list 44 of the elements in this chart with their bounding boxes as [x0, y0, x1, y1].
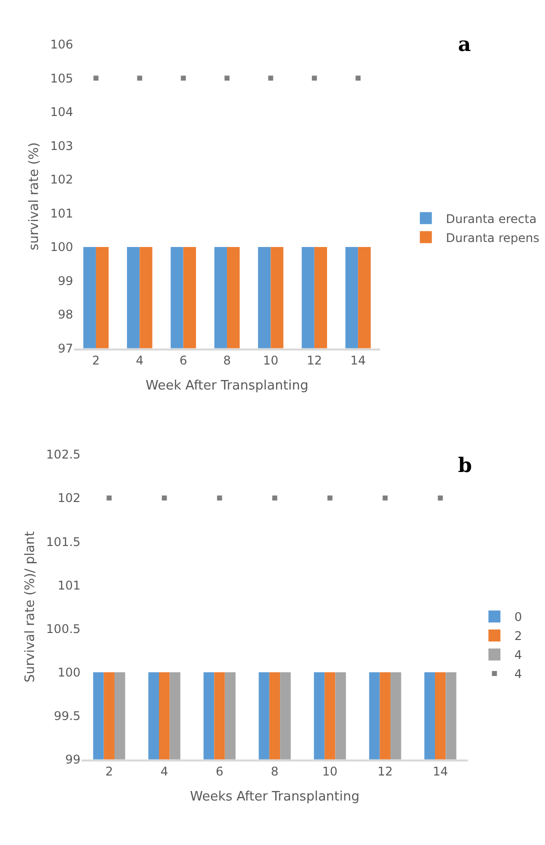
x-axis-title: Week After Transplanting: [146, 378, 308, 394]
y-tick-label: 103: [50, 138, 74, 153]
y-tick-label: 104: [50, 105, 74, 120]
y-tick-label: 105: [50, 71, 74, 86]
y-tick-label: 101: [58, 578, 81, 592]
y-axis-title: survival rate (%): [27, 142, 42, 250]
annotation: b: [458, 453, 472, 477]
y-tick-label: 99: [65, 752, 81, 767]
x-tick-label: 10: [322, 764, 338, 778]
legend-label: 0: [514, 610, 522, 624]
x-tick-label: 6: [216, 764, 224, 778]
x-tick-label: 6: [180, 353, 188, 368]
x-tick-label: 8: [223, 353, 231, 368]
y-tick-label: 97: [58, 341, 74, 356]
y-tick-label: 100: [58, 665, 81, 680]
y-tick-label: 101.5: [46, 534, 81, 549]
legend-label: 4: [514, 648, 522, 662]
x-tick-label: 14: [350, 353, 366, 368]
y-axis-title: Survival rate (%)/ plant: [23, 531, 38, 683]
y-tick-label: 102.5: [46, 448, 81, 462]
x-tick-label: 8: [270, 764, 279, 778]
x-tick-label: 2: [105, 764, 113, 778]
legend-label: Duranta repens: [446, 230, 540, 245]
y-tick-label: 98: [58, 308, 74, 322]
y-tick-label: 106: [50, 38, 74, 52]
x-tick-label: 2: [92, 353, 100, 368]
y-tick-label: 100.5: [46, 622, 81, 636]
y-tick-label: 102: [50, 172, 74, 187]
y-tick-label: 100: [50, 240, 74, 254]
x-tick-label: 14: [432, 764, 448, 778]
y-tick-label: 102: [58, 491, 81, 506]
text: a: [458, 32, 471, 56]
x-tick-label: 4: [160, 764, 168, 778]
legend-label: 2: [514, 629, 522, 644]
x-axis-title: Weeks After Transplanting: [190, 790, 360, 805]
x-tick-label: 12: [306, 353, 322, 368]
legend-label: Duranta erecta: [446, 212, 537, 226]
y-tick-label: 101: [50, 206, 74, 220]
x-tick-label: 4: [136, 353, 144, 368]
x-tick-label: 10: [263, 353, 278, 368]
legend-label: 4: [514, 667, 522, 682]
y-tick-label: 99.5: [54, 708, 81, 723]
y-tick-label: 99: [58, 274, 74, 288]
x-tick-label: 12: [378, 764, 393, 778]
